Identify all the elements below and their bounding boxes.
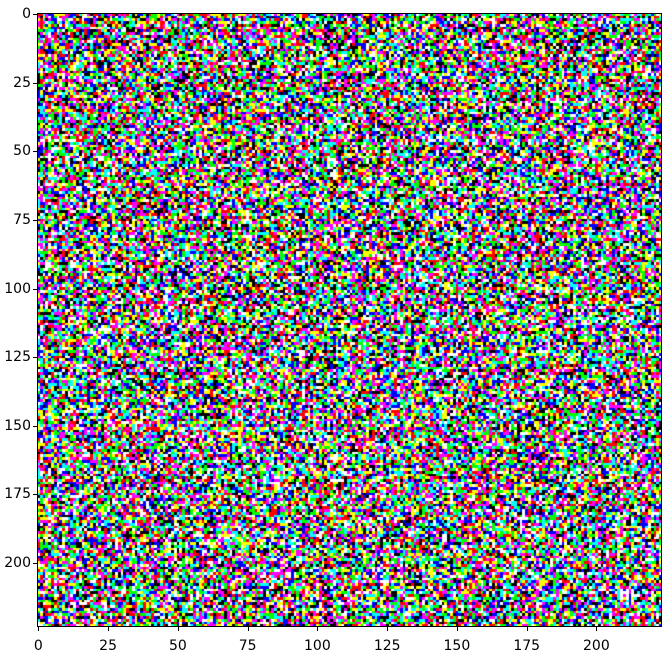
y-tick-mark <box>33 357 37 358</box>
x-tick-mark <box>526 627 528 631</box>
x-tick-label: 125 <box>373 638 401 654</box>
x-tick-mark <box>38 627 40 631</box>
y-tick-mark <box>33 494 37 496</box>
y-tick-label: 200 <box>4 554 31 571</box>
x-tick-mark <box>456 627 458 631</box>
y-tick-mark <box>33 82 37 84</box>
x-tick-label: 75 <box>238 638 257 654</box>
y-tick-mark <box>33 562 37 564</box>
y-tick-label: 125 <box>4 349 31 365</box>
x-tick-label: 25 <box>99 638 118 654</box>
x-tick-mark <box>387 627 389 631</box>
x-tick-mark <box>596 627 598 631</box>
y-tick-mark <box>33 288 37 290</box>
y-tick-label: 150 <box>4 417 31 434</box>
y-tick-label: 25 <box>13 74 31 91</box>
x-tick-mark <box>108 627 110 631</box>
y-tick-label: 75 <box>13 212 31 228</box>
x-tick-label: 150 <box>443 638 471 654</box>
x-tick-mark <box>247 627 249 631</box>
y-tick-mark <box>33 14 37 16</box>
y-tick-mark <box>33 425 37 427</box>
x-tick-label: 50 <box>168 638 187 654</box>
x-tick-mark <box>317 627 319 631</box>
x-tick-label: 0 <box>33 638 43 654</box>
x-tick-mark <box>177 627 179 631</box>
x-tick-label: 175 <box>513 638 541 654</box>
y-tick-label: 0 <box>22 6 31 23</box>
plot-area <box>37 13 662 627</box>
y-tick-mark <box>33 220 37 221</box>
x-tick-label: 200 <box>583 638 610 654</box>
x-tick-label: 100 <box>304 638 331 654</box>
noise-image <box>37 13 662 627</box>
y-tick-mark <box>33 151 37 153</box>
y-tick-label: 175 <box>4 486 31 503</box>
y-tick-label: 100 <box>4 280 31 297</box>
y-tick-label: 50 <box>13 143 31 160</box>
